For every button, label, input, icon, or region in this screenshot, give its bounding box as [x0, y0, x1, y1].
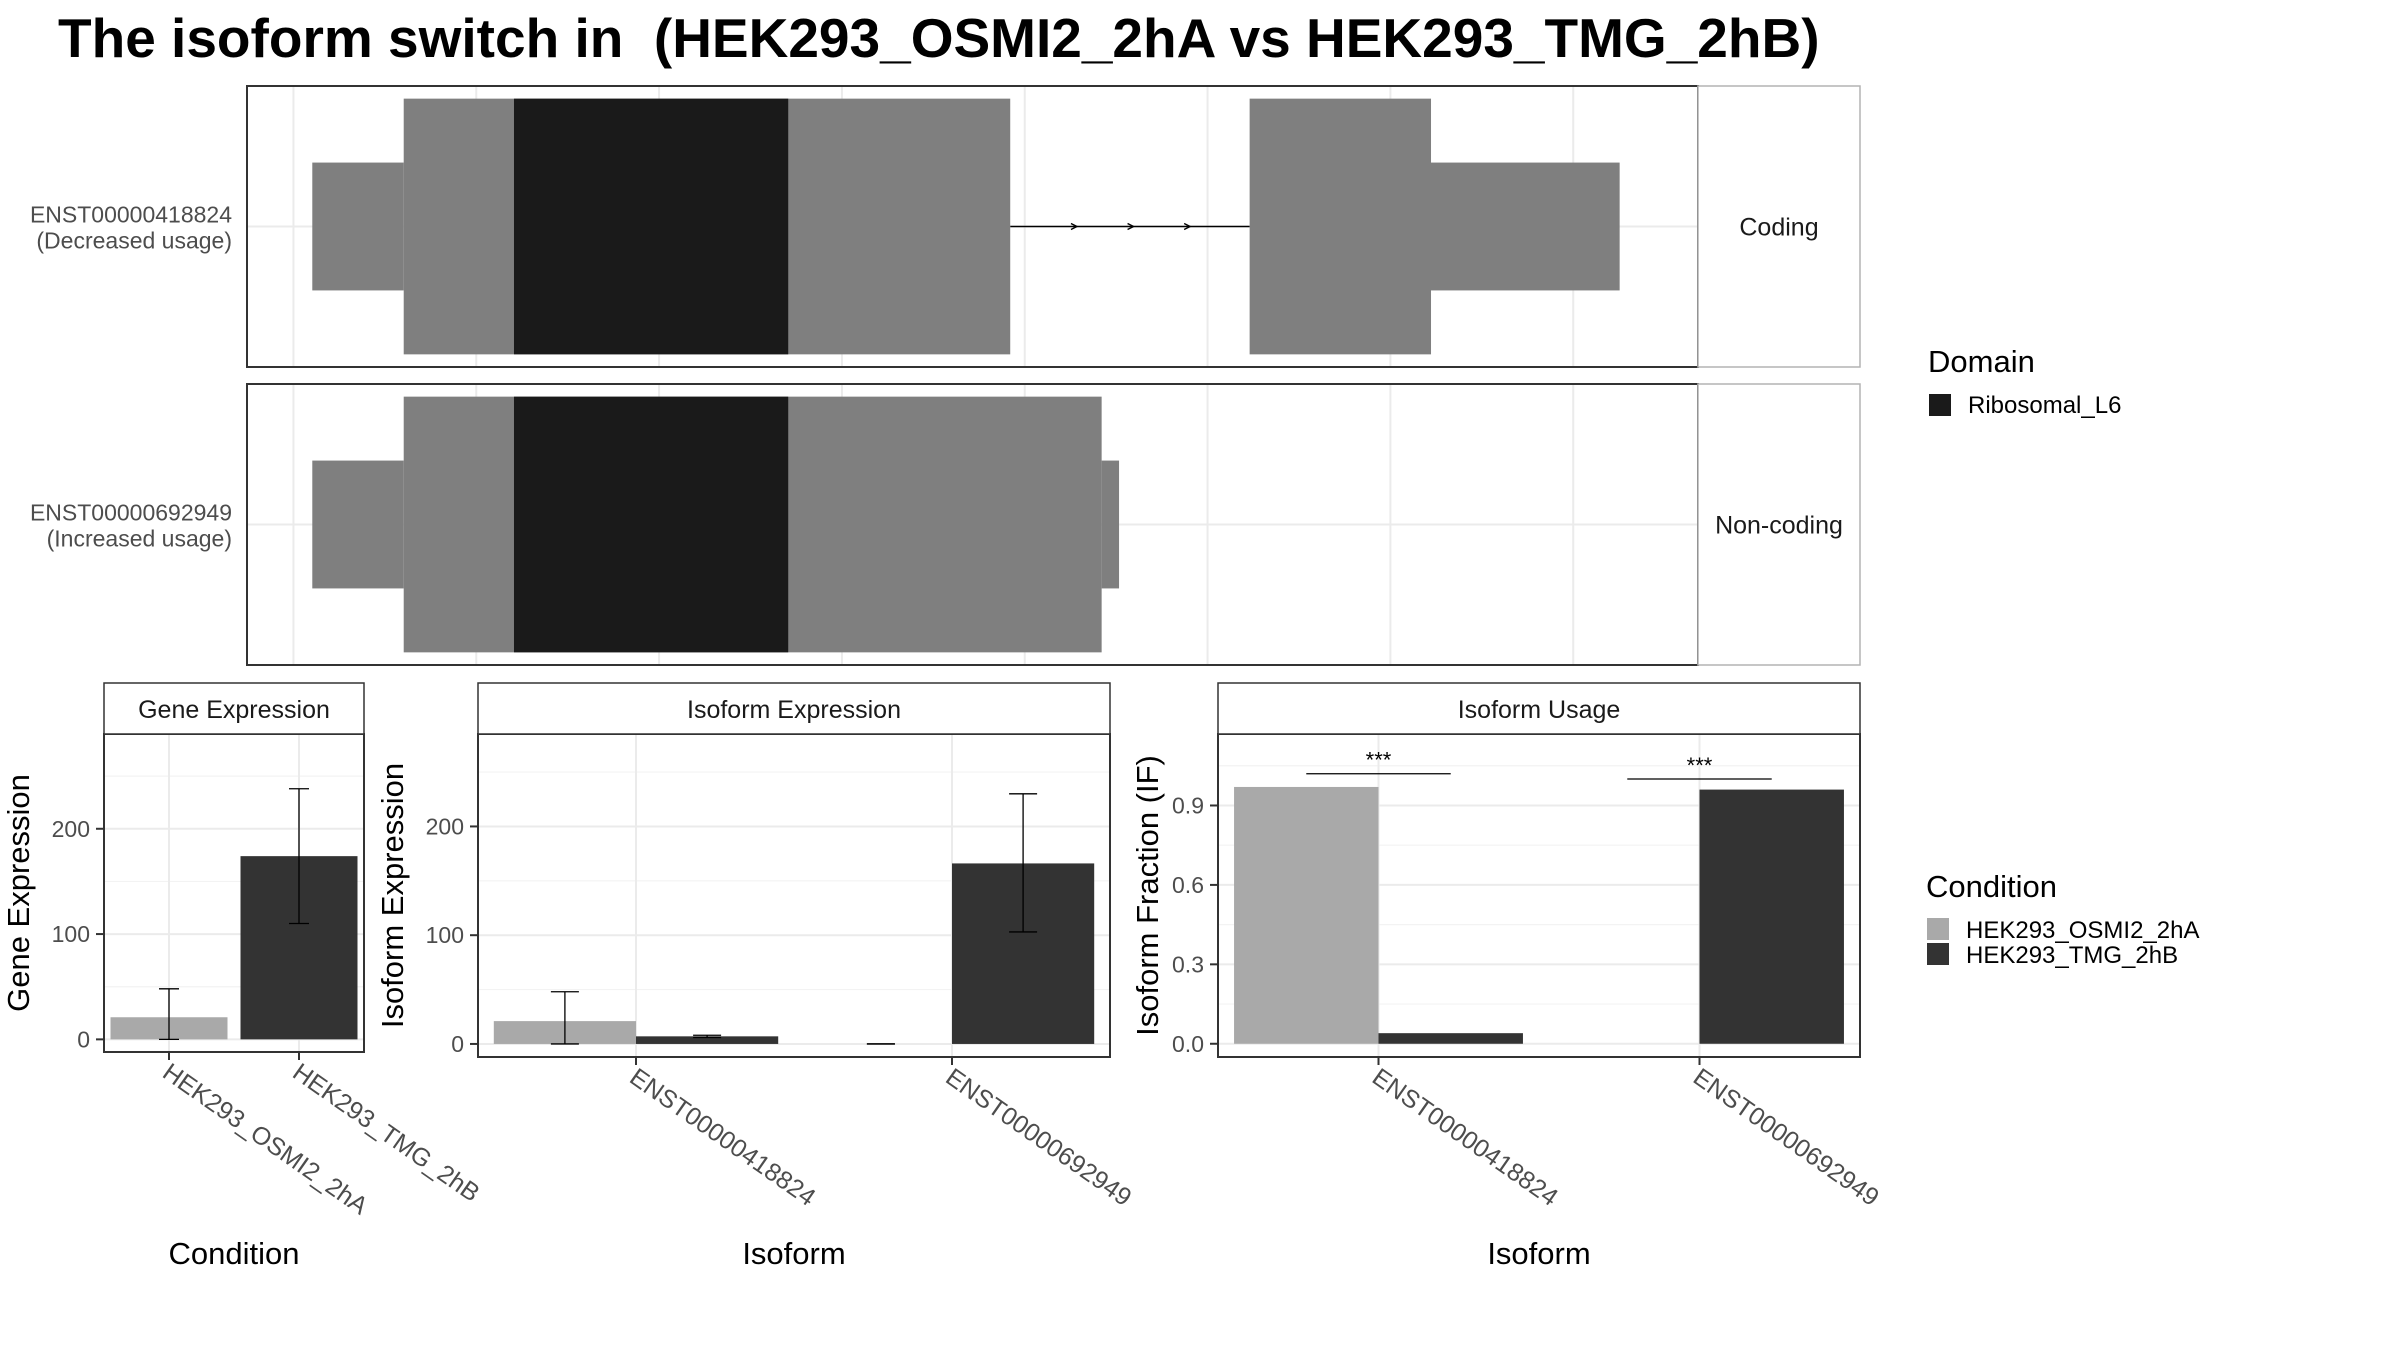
facet-strip — [1697, 383, 1861, 666]
domain-legend: Domain Ribosomal_L6 — [1928, 344, 2121, 419]
bar-panels: Gene Expression0100200HEK293_OSMI2_2hAHE… — [1, 682, 1884, 1271]
condition-legend-title: Condition — [1926, 869, 2057, 904]
x-tick-label: HEK293_OSMI2_2hA — [158, 1058, 374, 1221]
significance-label: *** — [1366, 748, 1392, 773]
transcript-panel-ENST00000418824: Coding ENST00000418824(Decreased usage) — [30, 85, 1861, 368]
bar — [1234, 786, 1379, 1044]
y-tick-label: 0 — [451, 1031, 464, 1057]
x-axis-title: Isoform — [742, 1236, 845, 1271]
intron-arrow — [1127, 222, 1136, 231]
y-tick-label: 0.0 — [1172, 1031, 1204, 1057]
significance-label: *** — [1687, 753, 1713, 778]
domain-legend-label: Ribosomal_L6 — [1968, 392, 2121, 419]
y-tick-label: 0.9 — [1172, 792, 1204, 818]
y-axis-title: Isoform Expression — [375, 763, 410, 1028]
x-tick-label: ENST00000692949 — [941, 1063, 1137, 1212]
domain-legend-key — [1929, 394, 1951, 416]
transcript-usage-label: (Decreased usage) — [36, 228, 232, 254]
domain-Ribosomal_L6 — [513, 396, 789, 653]
utr-exon — [1410, 162, 1620, 291]
bar — [1699, 789, 1844, 1044]
facet-label: Non-coding — [1715, 512, 1843, 540]
panel-title: Isoform Usage — [1458, 696, 1621, 724]
y-tick-label: 0.3 — [1172, 951, 1204, 977]
y-axis-title: Isoform Fraction (IF) — [1130, 755, 1165, 1036]
utr-exon — [1101, 460, 1120, 589]
panel-strip — [477, 682, 1111, 735]
facet-strip — [1697, 85, 1861, 368]
domain-Ribosomal_L6 — [513, 98, 789, 355]
y-tick-label: 0.6 — [1172, 872, 1204, 898]
bar — [636, 1036, 779, 1044]
panel-title: Gene Expression — [138, 696, 330, 724]
panel-title: Isoform Expression — [687, 696, 901, 724]
y-tick-label: 200 — [426, 813, 464, 839]
transcript-usage-label: (Increased usage) — [47, 526, 232, 552]
y-axis-title: Gene Expression — [1, 774, 36, 1012]
panel-strip — [1217, 682, 1861, 735]
intron-arrow — [1070, 222, 1079, 231]
transcript-panel-ENST00000692949: Non-coding ENST00000692949(Increased usag… — [30, 383, 1861, 666]
y-tick-label: 100 — [52, 921, 90, 947]
x-tick-label: ENST00000418824 — [1367, 1063, 1563, 1212]
transcript-structure-plot: Coding ENST00000418824(Decreased usage) No… — [30, 85, 1861, 666]
x-tick-label: ENST00000418824 — [625, 1063, 821, 1212]
utr-exon — [312, 460, 404, 589]
bar-panel-1: Gene Expression0100200HEK293_OSMI2_2hAHE… — [1, 682, 485, 1271]
y-tick-label: 100 — [426, 922, 464, 948]
utr-exon — [312, 162, 404, 291]
condition-legend-label: HEK293_TMG_2hB — [1966, 942, 2178, 969]
domain-legend-title: Domain — [1928, 344, 2035, 379]
condition-legend-key — [1927, 918, 1949, 940]
bar — [1378, 1033, 1523, 1044]
intron-arrow — [1183, 222, 1192, 231]
condition-legend-label: HEK293_OSMI2_2hA — [1966, 917, 2199, 944]
panel-strip — [103, 682, 365, 735]
bar-panel-2: Isoform Expression 0 100 200 ENST00000418824… — [375, 682, 1137, 1271]
bar-panel-3: *** *** Isoform Usage 0.0 0.3 0.6 0.9 ENST00000… — [1130, 682, 1884, 1271]
y-tick-label: 200 — [52, 816, 90, 842]
main-title: The isoform switch in (HEK293_OSMI2_2hA … — [58, 7, 1820, 69]
x-tick-label: ENST00000692949 — [1688, 1063, 1884, 1212]
transcript-label: ENST00000692949 — [30, 500, 232, 526]
coding-exon — [1249, 98, 1432, 355]
x-axis-title: Condition — [169, 1236, 300, 1271]
x-axis-title: Isoform — [1487, 1236, 1590, 1271]
condition-legend-key — [1927, 943, 1949, 965]
facet-label: Coding — [1739, 214, 1818, 242]
transcript-label: ENST00000418824 — [30, 202, 232, 228]
y-tick-label: 0 — [77, 1026, 90, 1052]
